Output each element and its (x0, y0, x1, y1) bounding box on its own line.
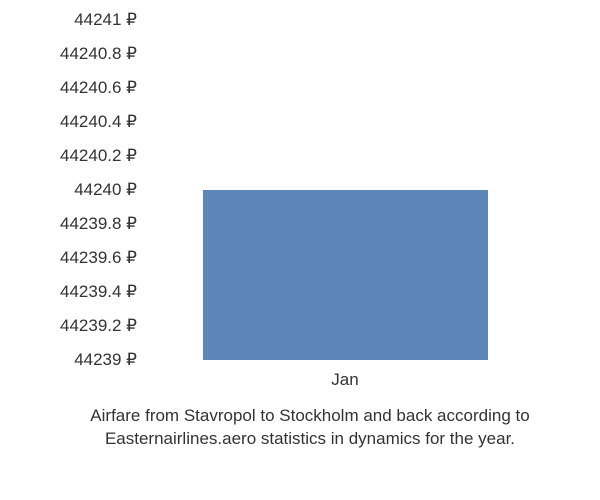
y-tick-label: 44239.2 ₽ (60, 316, 137, 336)
y-tick-label: 44239.6 ₽ (60, 248, 137, 268)
y-tick-label: 44239 ₽ (74, 350, 137, 370)
bar (203, 190, 488, 360)
y-tick-label: 44239.8 ₽ (60, 214, 137, 234)
y-tick-label: 44240.4 ₽ (60, 112, 137, 132)
plot-area: Jan (155, 20, 535, 360)
y-tick-label: 44240 ₽ (74, 180, 137, 200)
y-tick-label: 44239.4 ₽ (60, 282, 137, 302)
y-tick-label: 44240.8 ₽ (60, 44, 137, 64)
chart-container: 44241 ₽44240.8 ₽44240.6 ₽44240.4 ₽44240.… (45, 20, 565, 360)
y-axis: 44241 ₽44240.8 ₽44240.6 ₽44240.4 ₽44240.… (45, 20, 145, 360)
chart-caption: Airfare from Stavropol to Stockholm and … (50, 405, 570, 451)
y-tick-label: 44240.2 ₽ (60, 146, 137, 166)
y-tick-label: 44240.6 ₽ (60, 78, 137, 98)
x-tick-label: Jan (331, 370, 358, 390)
y-tick-label: 44241 ₽ (74, 10, 137, 30)
